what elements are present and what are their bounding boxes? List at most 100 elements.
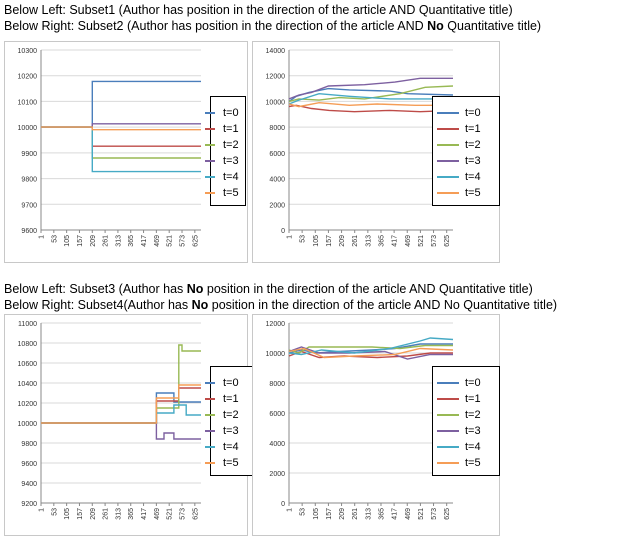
legend-item-t4: t=4 — [465, 441, 481, 453]
legend-box-subset4: t=0 t=1 t=2 t=3 t=4 t=5 — [432, 366, 500, 476]
legend-item-t2: t=2 — [223, 139, 239, 151]
x-tick-label: 417 — [392, 235, 399, 247]
caption-subset4-bold: No — [191, 298, 209, 312]
legend-swatch-t5 — [205, 462, 215, 464]
x-tick-label: 469 — [154, 508, 161, 520]
x-tick-label: 261 — [352, 508, 359, 520]
legend-item-t5: t=5 — [465, 457, 481, 469]
x-tick-label: 209 — [339, 508, 346, 520]
series-line-t5 — [41, 384, 201, 424]
series-line-t2 — [41, 126, 201, 159]
x-tick-label: 313 — [115, 508, 122, 520]
y-tick-label: 6000 — [269, 411, 285, 418]
series-line-t5 — [288, 101, 453, 108]
legend-item-t3: t=3 — [465, 155, 481, 167]
legend-item-t1: t=1 — [223, 123, 239, 135]
legend-item-t3: t=3 — [223, 155, 239, 167]
y-tick-label: 0 — [281, 228, 285, 235]
legend-swatch-t5 — [437, 462, 459, 464]
caption-subset3-suffix: position in the direction of the article… — [203, 282, 533, 296]
x-tick-label: 1 — [287, 508, 294, 512]
y-tick-label: 10400 — [18, 381, 38, 388]
legend-item-t5: t=5 — [223, 457, 239, 469]
legend-item-t0: t=0 — [223, 377, 239, 389]
legend-item-t2: t=2 — [465, 139, 481, 151]
legend-item-t4: t=4 — [223, 441, 239, 453]
x-tick-label: 521 — [167, 508, 174, 520]
series-line-t0 — [41, 80, 201, 128]
x-tick-label: 1 — [39, 235, 46, 239]
x-tick-label: 105 — [313, 508, 320, 520]
caption-subset2: Below Right: Subset2 (Author has positio… — [4, 19, 541, 34]
y-tick-label: 10000 — [18, 125, 38, 132]
y-tick-label: 9400 — [21, 481, 37, 488]
x-tick-label: 521 — [418, 508, 425, 520]
legend-item-t4: t=4 — [465, 171, 481, 183]
series-line-t3 — [288, 77, 453, 100]
chart-panel-subset4: 0 2000 4000 6000 8000 10000 12000 1 53 105 157 209 2… — [252, 314, 500, 536]
legend-swatch-t0 — [205, 112, 215, 114]
legend-swatch-t3 — [437, 160, 459, 162]
legend-item-t1: t=1 — [223, 393, 239, 405]
legend-swatch-t2 — [205, 144, 215, 146]
legend-item-t0: t=0 — [465, 377, 481, 389]
legend-item-t0: t=0 — [223, 107, 239, 119]
x-tick-label: 365 — [128, 508, 135, 520]
x-tick-label: 209 — [90, 235, 97, 247]
x-tick-label: 157 — [77, 235, 84, 247]
x-tick-label: 53 — [300, 235, 307, 243]
legend-item-t2: t=2 — [465, 409, 481, 421]
legend-swatch-t1 — [437, 128, 459, 130]
legend-item-t2: t=2 — [223, 409, 239, 421]
x-tick-label: 157 — [326, 508, 333, 520]
legend-swatch-t4 — [437, 176, 459, 178]
x-tick-label: 417 — [392, 508, 399, 520]
x-tick-label: 105 — [313, 235, 320, 247]
series-line-t1 — [288, 350, 453, 359]
series-line-t4 — [41, 126, 201, 173]
series-line-t2 — [41, 344, 201, 424]
y-tick-label: 10800 — [18, 341, 38, 348]
caption-subset1-prefix: Below Left: Subset1 (Author has position… — [4, 3, 513, 17]
chart-subset2: 0 2000 4000 6000 8000 10000 12000 14000 1 53 105 15… — [266, 48, 454, 247]
x-tick-label: 313 — [365, 235, 372, 247]
x-tick-label: 521 — [418, 235, 425, 247]
y-tick-label: 14000 — [266, 48, 286, 55]
x-tick-label: 417 — [141, 508, 148, 520]
legend-swatch-t2 — [437, 414, 459, 416]
y-tick-label: 10300 — [18, 48, 38, 55]
caption-subset4-suffix: position in the direction of the article… — [208, 298, 558, 312]
legend-swatch-t0 — [205, 382, 215, 384]
y-tick-label: 11000 — [18, 321, 37, 328]
x-tick-label: 105 — [64, 235, 71, 247]
y-tick-label: 2000 — [269, 202, 285, 209]
caption-subset4-prefix: Below Right: Subset4(Author has — [4, 298, 192, 312]
y-tick-label: 10100 — [18, 99, 38, 106]
x-tick-label: 261 — [103, 235, 110, 247]
legend-item-t5: t=5 — [223, 187, 239, 199]
legend-swatch-t3 — [437, 430, 459, 432]
legend-swatch-t1 — [205, 398, 215, 400]
series-line-t5 — [288, 347, 454, 359]
y-tick-label: 9800 — [21, 441, 37, 448]
x-tick-label: 261 — [352, 235, 359, 247]
x-tick-label: 209 — [339, 235, 346, 247]
caption-subset4: Below Right: Subset4(Author has No posit… — [4, 298, 557, 313]
y-tick-label: 10000 — [266, 351, 286, 358]
x-tick-label: 53 — [51, 508, 58, 516]
legend-swatch-t3 — [205, 430, 215, 432]
y-tick-label: 6000 — [269, 151, 285, 158]
series-line-t1 — [288, 104, 454, 113]
x-tick-label: 573 — [180, 508, 187, 520]
caption-subset3-prefix: Below Left: Subset3 (Author has — [4, 282, 187, 296]
legend-swatch-t5 — [205, 192, 215, 194]
legend-swatch-t4 — [205, 176, 215, 178]
y-tick-label: 10200 — [18, 401, 38, 408]
y-tick-label: 2000 — [269, 471, 285, 478]
legend-item-t1: t=1 — [465, 123, 481, 135]
y-tick-label: 9900 — [21, 151, 37, 158]
series-line-t2 — [288, 344, 453, 354]
y-tick-label: 8000 — [269, 125, 285, 132]
x-tick-label: 365 — [378, 508, 385, 520]
y-tick-label: 9600 — [21, 228, 37, 235]
